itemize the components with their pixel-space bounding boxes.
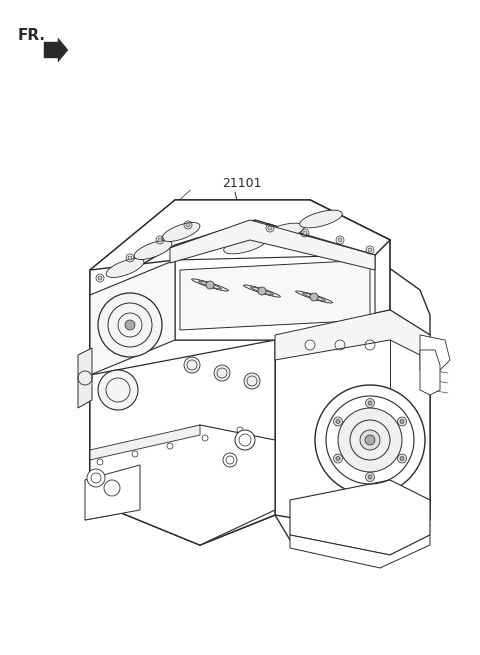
Circle shape	[98, 293, 162, 357]
Circle shape	[336, 419, 340, 424]
Polygon shape	[244, 285, 280, 297]
Circle shape	[368, 475, 372, 479]
Polygon shape	[90, 200, 390, 545]
Circle shape	[365, 472, 374, 481]
Circle shape	[336, 457, 340, 460]
Circle shape	[206, 281, 214, 289]
Circle shape	[128, 256, 132, 260]
Polygon shape	[90, 340, 275, 545]
Polygon shape	[296, 291, 333, 303]
Polygon shape	[175, 255, 375, 340]
Circle shape	[158, 238, 162, 242]
Polygon shape	[90, 425, 275, 545]
Circle shape	[365, 398, 374, 407]
Text: FR.: FR.	[18, 28, 46, 43]
Polygon shape	[192, 279, 228, 291]
Circle shape	[338, 238, 342, 242]
Polygon shape	[90, 200, 390, 295]
Circle shape	[214, 365, 230, 381]
Circle shape	[368, 401, 372, 405]
Polygon shape	[275, 310, 430, 535]
Circle shape	[397, 417, 407, 426]
Circle shape	[184, 357, 200, 373]
Polygon shape	[262, 223, 304, 241]
Polygon shape	[90, 425, 200, 460]
Circle shape	[186, 223, 190, 227]
Circle shape	[98, 370, 138, 410]
Circle shape	[334, 454, 342, 463]
Polygon shape	[290, 535, 430, 568]
Circle shape	[87, 469, 105, 487]
Circle shape	[365, 435, 375, 445]
Circle shape	[258, 287, 266, 295]
Text: 21101: 21101	[222, 177, 262, 190]
Polygon shape	[420, 350, 440, 395]
Polygon shape	[251, 287, 274, 295]
Polygon shape	[90, 260, 275, 545]
Polygon shape	[134, 240, 172, 259]
Circle shape	[223, 453, 237, 467]
Circle shape	[98, 276, 102, 280]
Circle shape	[268, 226, 272, 230]
Circle shape	[315, 385, 425, 495]
Circle shape	[310, 293, 318, 301]
Circle shape	[235, 430, 255, 450]
Polygon shape	[420, 335, 450, 375]
Circle shape	[334, 417, 342, 426]
Polygon shape	[275, 265, 430, 540]
Circle shape	[368, 248, 372, 252]
Polygon shape	[302, 293, 325, 301]
Circle shape	[360, 430, 380, 450]
Polygon shape	[90, 260, 175, 375]
Circle shape	[303, 231, 307, 235]
Polygon shape	[180, 260, 370, 330]
Circle shape	[338, 408, 402, 472]
Circle shape	[400, 457, 404, 460]
Polygon shape	[162, 223, 200, 242]
Polygon shape	[106, 259, 144, 278]
Polygon shape	[44, 38, 68, 62]
Polygon shape	[224, 236, 266, 254]
Polygon shape	[300, 210, 342, 228]
Polygon shape	[78, 348, 92, 408]
Polygon shape	[290, 480, 430, 555]
Circle shape	[244, 373, 260, 389]
Circle shape	[400, 419, 404, 424]
Circle shape	[125, 320, 135, 330]
Polygon shape	[275, 310, 430, 360]
Polygon shape	[199, 281, 221, 289]
Polygon shape	[85, 465, 140, 520]
Polygon shape	[170, 220, 375, 270]
Circle shape	[397, 454, 407, 463]
